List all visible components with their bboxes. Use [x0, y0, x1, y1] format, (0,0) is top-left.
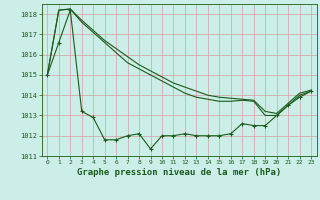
X-axis label: Graphe pression niveau de la mer (hPa): Graphe pression niveau de la mer (hPa) [77, 168, 281, 177]
